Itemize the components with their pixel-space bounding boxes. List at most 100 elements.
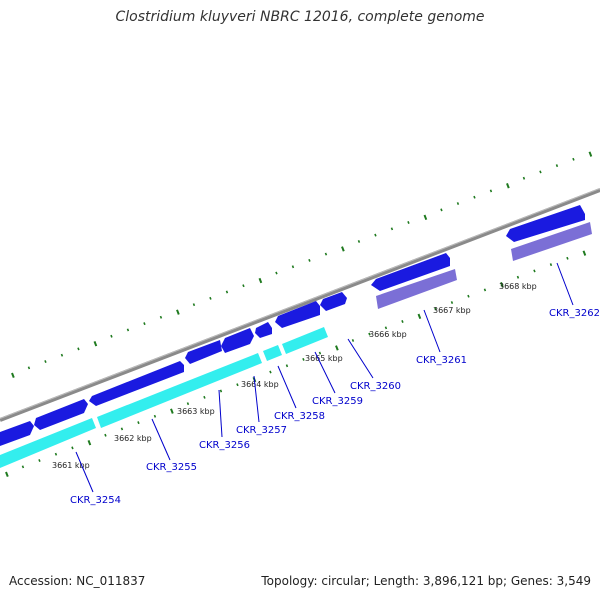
scale-tick	[170, 408, 174, 414]
scale-tick	[153, 414, 157, 418]
scale-tick	[77, 347, 80, 351]
gene-label[interactable]: CKR_3261	[416, 355, 467, 366]
rna-feature[interactable]	[97, 353, 262, 428]
scale-tick	[549, 263, 553, 267]
scale-tick	[582, 250, 587, 256]
scale-tick	[192, 303, 196, 307]
kbp-label: 3666 kbp	[369, 330, 407, 339]
scale-tick	[269, 370, 272, 374]
accession-text: Accession: NC_011837	[9, 574, 146, 588]
gene-feature[interactable]	[506, 205, 585, 242]
scale-tick	[539, 170, 542, 174]
scale-tick	[407, 221, 410, 224]
gene-label[interactable]: CKR_3256	[199, 440, 250, 451]
scale-tick	[440, 208, 443, 212]
scale-tick	[120, 427, 124, 431]
pseudo-feature[interactable]	[376, 269, 457, 309]
leader-line	[423, 309, 441, 353]
leader-line	[151, 418, 171, 461]
gene-feature[interactable]	[34, 399, 88, 430]
scale-tick	[126, 328, 130, 332]
scale-tick	[137, 421, 140, 425]
gene-label[interactable]: CKR_3259	[312, 396, 363, 407]
inner-tick-row	[5, 250, 587, 478]
gene-label[interactable]: CKR_3254	[70, 495, 121, 506]
scale-tick	[93, 341, 98, 347]
scale-tick	[203, 395, 206, 399]
scale-tick	[38, 459, 41, 462]
scale-tick	[401, 320, 404, 323]
leader-line	[314, 351, 336, 394]
genome-title: Clostridium kluyveri NBRC 12016, complet…	[115, 9, 485, 25]
scale-tick	[456, 202, 460, 205]
genome-backbone	[0, 188, 600, 422]
genome-backbone-highlight	[0, 188, 600, 419]
pseudo-feature[interactable]	[511, 222, 592, 261]
gene-label[interactable]: CKR_3260	[350, 381, 401, 392]
scale-tick	[209, 296, 212, 300]
rna-band	[0, 327, 328, 468]
gene-feature[interactable]	[185, 340, 222, 364]
scale-tick	[555, 164, 559, 168]
gene-leader-lines	[75, 262, 574, 493]
kbp-axis-labels: 3661 kbp 3662 kbp 3663 kbp 3664 kbp 3665…	[52, 282, 537, 470]
forward-strand-genes	[0, 205, 585, 446]
genome-summary-text: Topology: circular; Length: 3,896,121 bp…	[261, 574, 591, 588]
leader-line	[75, 451, 94, 493]
leader-line	[277, 365, 297, 409]
scale-tick	[335, 345, 339, 351]
rna-feature[interactable]	[263, 345, 282, 361]
scale-tick	[87, 440, 92, 446]
leader-line	[253, 375, 260, 423]
gene-feature[interactable]	[221, 328, 254, 353]
gene-label[interactable]: CKR_3262	[549, 308, 600, 319]
gene-feature[interactable]	[320, 292, 347, 311]
scale-tick	[500, 282, 504, 288]
gene-feature[interactable]	[275, 301, 320, 328]
gene-feature[interactable]	[255, 322, 272, 338]
scale-tick	[572, 157, 575, 161]
scale-tick	[71, 446, 74, 450]
scale-tick	[357, 240, 361, 243]
scale-tick	[417, 313, 422, 320]
scale-tick	[242, 284, 245, 288]
scale-tick	[533, 269, 536, 273]
scale-tick	[324, 252, 328, 256]
kbp-label: 3665 kbp	[305, 354, 343, 363]
gene-label[interactable]: CKR_3257	[236, 425, 287, 436]
scale-tick	[384, 326, 388, 330]
scale-tick	[351, 339, 355, 342]
kbp-label: 3667 kbp	[433, 306, 471, 315]
scale-tick	[104, 433, 107, 437]
scale-tick	[110, 334, 113, 338]
gene-feature[interactable]	[371, 253, 450, 291]
rna-feature[interactable]	[0, 418, 96, 468]
scale-tick	[219, 389, 223, 393]
leader-line	[556, 262, 574, 306]
gene-label[interactable]: CKR_3255	[146, 462, 197, 473]
scale-tick	[5, 471, 9, 478]
scale-tick	[285, 364, 289, 368]
scale-tick	[483, 288, 487, 292]
gene-label[interactable]: CKR_3258	[274, 411, 325, 422]
scale-tick	[423, 214, 428, 221]
scale-tick	[522, 176, 526, 180]
gene-feature[interactable]	[89, 361, 184, 406]
scale-tick	[21, 465, 25, 469]
scale-tick	[308, 258, 311, 262]
scale-tick	[473, 195, 476, 199]
kbp-label: 3664 kbp	[241, 380, 279, 389]
scale-tick	[467, 294, 470, 298]
scale-tick	[588, 151, 593, 157]
gene-feature[interactable]	[0, 421, 34, 446]
leader-line	[347, 338, 374, 379]
kbp-label: 3668 kbp	[499, 282, 537, 291]
gene-labels: CKR_3254 CKR_3255 CKR_3256 CKR_3257 CKR_…	[70, 308, 600, 506]
leader-line	[218, 389, 223, 438]
scale-tick	[434, 307, 437, 311]
scale-tick	[143, 322, 146, 326]
scale-tick	[236, 383, 239, 387]
kbp-label: 3661 kbp	[52, 461, 90, 470]
rna-feature[interactable]	[282, 327, 328, 354]
scale-tick	[450, 301, 454, 304]
